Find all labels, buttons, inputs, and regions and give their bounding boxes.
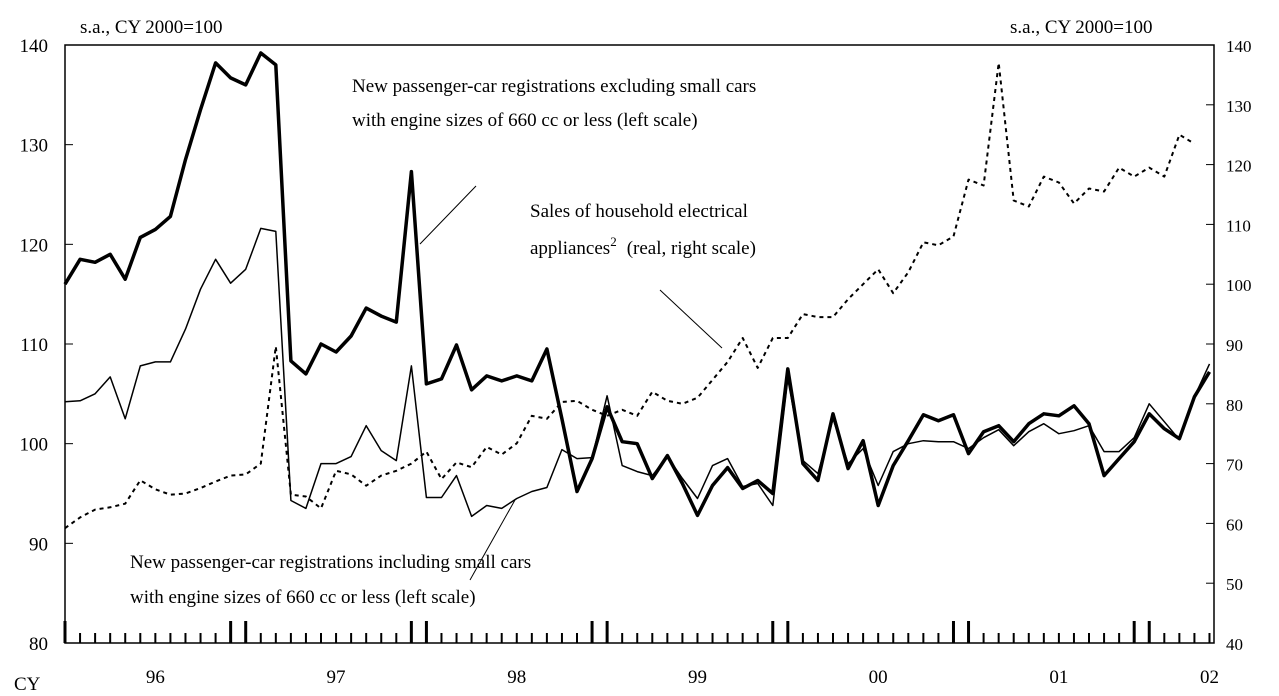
y2-tick-label: 130	[1226, 97, 1252, 116]
y-tick-label: 120	[20, 235, 49, 256]
x-tick-label: 96	[146, 667, 165, 688]
x-axis-label: CY	[14, 674, 41, 695]
left-axis-label: s.a., CY 2000=100	[80, 17, 222, 38]
x-tick-label: 01	[1049, 667, 1068, 688]
series-line	[63, 51, 1211, 518]
y2-tick-label: 80	[1226, 396, 1243, 415]
y2-tick-label: 90	[1226, 336, 1243, 355]
annotation: appliances2 (real, right scale)	[530, 234, 756, 259]
y-tick-label: 100	[20, 435, 49, 456]
y-tick-label: 90	[29, 534, 48, 555]
x-tick-label: 00	[869, 667, 888, 688]
annotation: New passenger-car registrations excludin…	[352, 76, 756, 97]
x-tick-label: 97	[327, 667, 346, 688]
leader-line	[419, 185, 477, 245]
right-axis-label: s.a., CY 2000=100	[1010, 17, 1152, 38]
annotation: Sales of household electrical	[530, 201, 748, 222]
y-tick-label: 80	[29, 634, 48, 655]
annotation: with engine sizes of 660 cc or less (lef…	[130, 587, 476, 608]
y-tick-label: 130	[20, 136, 49, 157]
leader-line	[659, 289, 723, 349]
annotation: New passenger-car registrations includin…	[130, 552, 531, 573]
superscript: 2	[610, 234, 617, 249]
y2-tick-label: 140	[1226, 37, 1252, 56]
annotation: with engine sizes of 660 cc or less (lef…	[352, 110, 698, 131]
y2-tick-label: 120	[1226, 157, 1252, 176]
series-line	[64, 61, 1195, 530]
annotation-text: appliances	[530, 238, 610, 259]
x-tick-label: 99	[688, 667, 707, 688]
y2-tick-label: 110	[1226, 216, 1251, 235]
y2-tick-label: 70	[1226, 456, 1243, 475]
y2-tick-label: 40	[1226, 635, 1243, 654]
x-tick-label: 02	[1200, 667, 1219, 688]
leader-line	[469, 499, 516, 581]
annotation-text: (real, right scale)	[627, 238, 756, 259]
y2-tick-label: 60	[1226, 515, 1243, 534]
y2-tick-label: 100	[1226, 276, 1252, 295]
y2-tick-label: 50	[1226, 575, 1243, 594]
y-tick-label: 140	[20, 36, 49, 57]
series-line	[64, 227, 1211, 518]
y-tick-label: 110	[20, 335, 48, 356]
x-tick-label: 98	[507, 667, 526, 688]
